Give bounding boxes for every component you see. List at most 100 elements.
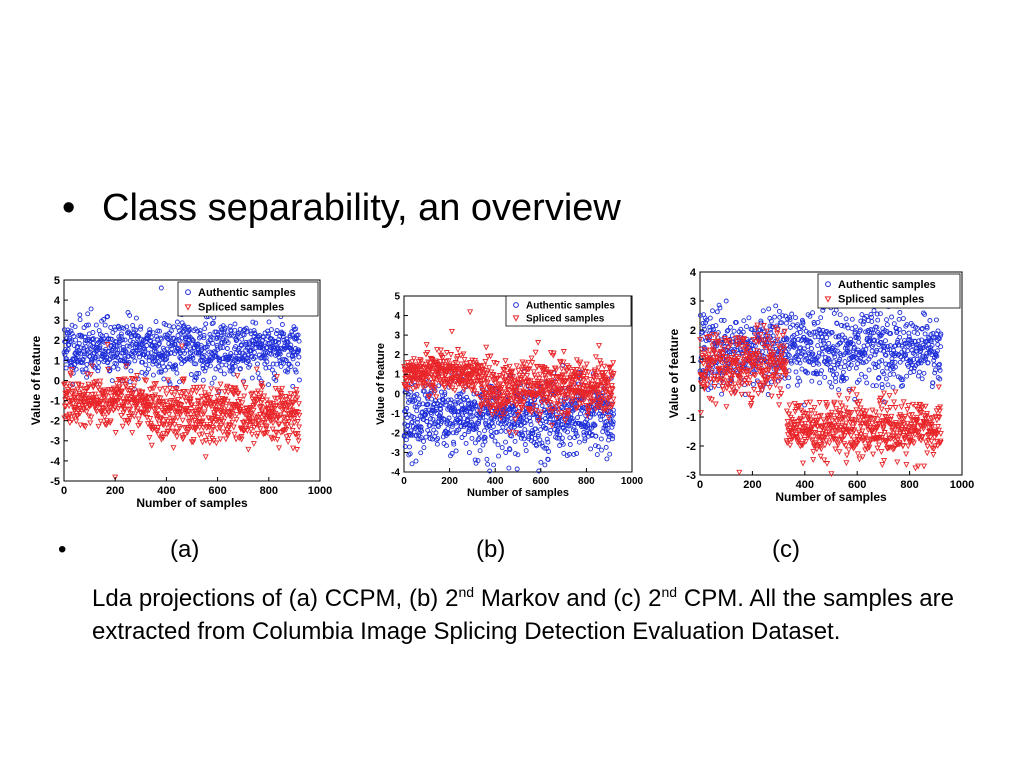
series-spliced [61,342,303,481]
spliced-point [610,360,617,367]
spliced-point [787,428,794,434]
authentic-point [181,323,187,329]
spliced-point [458,361,465,368]
authentic-point [916,338,922,344]
authentic-point [425,401,431,407]
authentic-point [900,316,906,322]
authentic-point [863,329,869,335]
spliced-point [601,375,609,382]
authentic-point [856,377,862,383]
authentic-point [414,419,420,425]
series-authentic [61,285,302,395]
authentic-point [469,435,475,441]
authentic-point [768,318,774,324]
authentic-point [147,329,153,335]
spliced-point [591,369,598,375]
spliced-point [795,428,803,434]
authentic-point [555,425,561,431]
spliced-point [406,363,413,370]
spliced-point [258,380,265,387]
authentic-point [453,401,459,407]
spliced-point [250,441,257,447]
spliced-point [476,369,483,376]
spliced-point [579,400,586,407]
spliced-point [592,354,599,361]
spliced-point [549,383,556,390]
spliced-point [175,397,182,403]
spliced-point [485,397,493,404]
authentic-point [66,330,72,335]
authentic-point [158,285,164,291]
spliced-point [129,430,136,436]
spliced-point [409,377,417,384]
spliced-point [514,412,521,418]
spliced-point [482,358,489,365]
spliced-point [171,422,178,429]
authentic-point [443,402,449,408]
authentic-point [772,314,778,320]
authentic-point [937,367,943,373]
authentic-point [872,338,877,344]
spliced-point [751,358,758,365]
spliced-point [165,429,172,436]
authentic-point [193,361,199,367]
spliced-point [410,386,417,393]
authentic-point [878,339,884,345]
authentic-point [933,317,939,323]
authentic-point [936,362,942,368]
spliced-point [184,406,191,412]
spliced-point [749,353,756,359]
authentic-point [855,332,861,338]
spliced-point [95,423,102,430]
spliced-point [263,397,270,404]
authentic-point [498,428,504,434]
authentic-point [818,315,824,321]
authentic-point [544,436,550,442]
authentic-point [480,442,486,448]
authentic-point [716,302,722,308]
spliced-point [725,345,732,352]
legend-marker-authentic [513,302,519,308]
spliced-point [179,417,186,424]
authentic-point [879,385,885,391]
authentic-point [744,324,749,330]
spliced-point [121,376,128,383]
spliced-point [454,353,461,360]
spliced-point [204,424,211,430]
authentic-point [218,368,224,374]
authentic-point [115,355,120,361]
spliced-point [761,337,768,344]
spliced-point [554,414,561,421]
spliced-point [81,400,88,406]
authentic-point [272,345,278,351]
authentic-point [796,357,802,363]
spliced-point [532,375,539,382]
spliced-point [553,367,560,374]
authentic-point [878,347,884,353]
authentic-point [904,373,910,379]
spliced-point [209,426,216,433]
spliced-point [597,402,604,408]
authentic-point [252,354,258,360]
authentic-point [537,437,543,443]
authentic-point [592,422,598,428]
spliced-point [484,354,492,360]
spliced-point [253,391,260,397]
spliced-point [182,411,189,417]
authentic-point [68,338,74,344]
spliced-point [176,389,183,396]
authentic-point [118,331,124,337]
spliced-point [237,397,244,403]
spliced-point [697,410,704,416]
authentic-point [608,409,614,414]
spliced-point [570,383,577,390]
spliced-point [518,393,525,400]
authentic-point [884,322,890,328]
spliced-point [199,439,206,446]
authentic-point [937,361,943,367]
authentic-point [936,336,942,342]
spliced-point [67,384,74,391]
spliced-point [176,425,183,432]
authentic-point [810,362,816,368]
